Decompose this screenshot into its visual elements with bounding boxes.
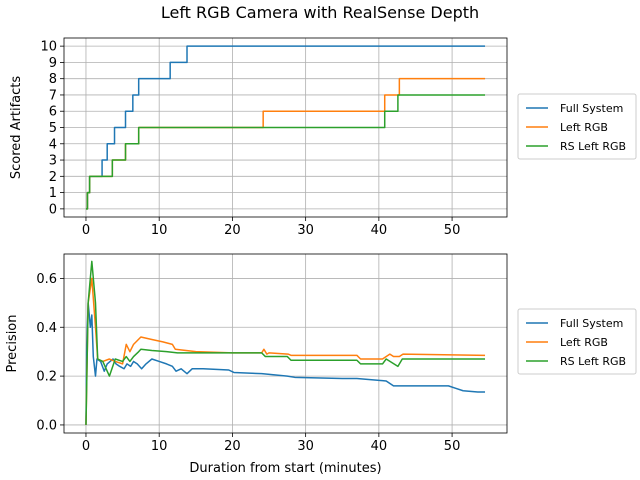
x-tick-label: 50 [444,439,461,454]
x-tick-label: 10 [151,439,168,454]
y-tick-label: 0.2 [36,370,57,385]
y-tick-label: 9 [49,56,57,71]
y-tick-label: 4 [49,137,57,152]
y-tick-label: 2 [49,170,57,185]
y-tick-label: 0.0 [36,418,57,433]
axes-frame [63,253,508,434]
precision-plot: 0 10 20 30 40 50 0.0 0.2 0.4 0.6 Duration from sta… [5,253,637,476]
y-tick-label: 7 [49,88,57,103]
y-tick-label: 8 [49,72,57,87]
x-tick-label: 30 [297,223,314,238]
legend-box [517,308,637,375]
legend-label: Full System [560,102,623,115]
legend-box [517,93,637,160]
legend: Full System Left RGB RS Left RGB [517,93,637,160]
y-tick-label: 6 [49,105,57,120]
legend-label: Full System [560,317,623,330]
y-tick-label: 0.4 [36,321,57,336]
series-line-rs-left-rgb [85,260,486,425]
legend-label: Left RGB [560,336,608,349]
x-tick-label: 30 [297,439,314,454]
series-line-full-system [85,302,486,425]
legend-label: RS Left RGB [560,140,626,153]
y-tick-label: 5 [49,121,57,136]
x-tick-label: 20 [224,223,241,238]
x-axis-label: Duration from start (minutes) [189,461,381,476]
series-line-rs-left-rgb [85,94,486,210]
y-tick-label: 10 [40,40,57,55]
legend-label: Left RGB [560,121,608,134]
legend-label: RS Left RGB [560,355,626,368]
y-tick-label: 0 [49,202,57,217]
x-tick-label: 40 [371,439,388,454]
x-tick-label: 0 [82,439,90,454]
legend: Full System Left RGB RS Left RGB [517,308,637,375]
x-tick-label: 50 [444,223,461,238]
figure-title: Left RGB Camera with RealSense Depth [161,3,479,22]
y-tick-label: 1 [49,186,57,201]
y-axis-label: Scored Artifacts [9,76,24,180]
y-tick-label: 3 [49,154,57,169]
series-line-left-rgb [85,277,486,425]
y-tick-label: 0.6 [36,272,57,287]
x-tick-label: 10 [151,223,168,238]
x-tick-label: 40 [371,223,388,238]
x-tick-label: 0 [82,223,90,238]
x-tick-label: 20 [224,439,241,454]
y-axis-label: Precision [5,314,20,372]
